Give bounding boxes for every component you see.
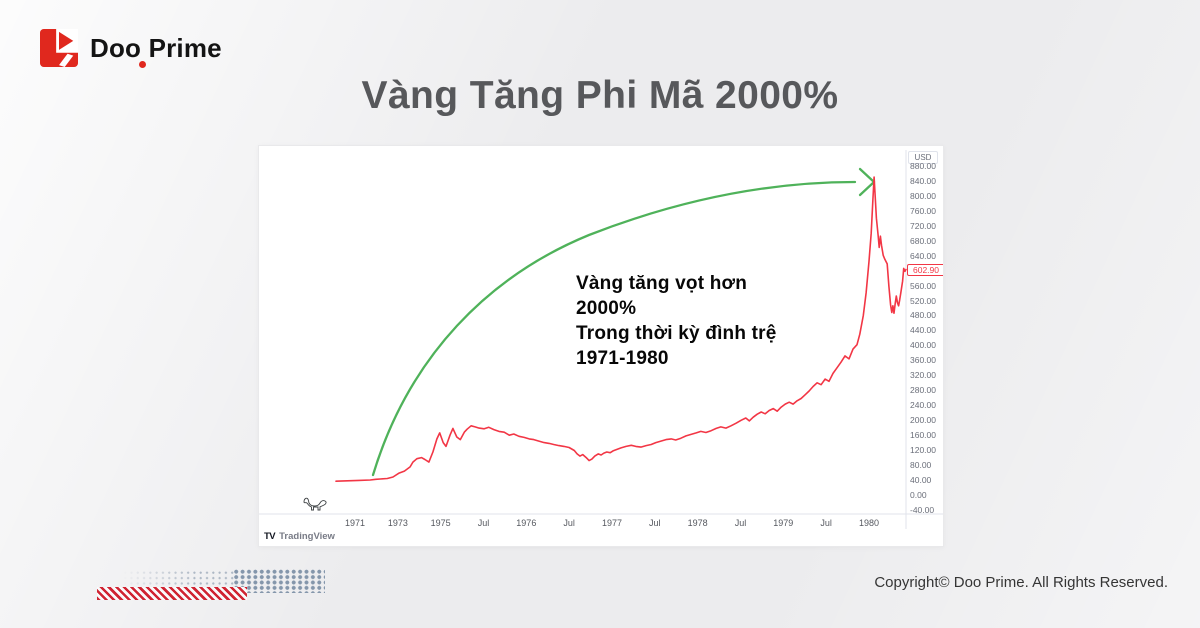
y-axis-tick-label: 480.00 (910, 310, 936, 321)
y-axis-tick-label: 840.00 (910, 175, 936, 186)
price-chart (259, 150, 943, 529)
last-price-tag: 602.90 (907, 263, 943, 276)
y-axis-tick-label: 640.00 (910, 250, 936, 261)
x-axis-tick-label: 1975 (430, 518, 451, 528)
y-axis-tick-label: 520.00 (910, 295, 936, 306)
gold-price-line (335, 176, 907, 482)
y-axis-tick-label: 280.00 (910, 385, 936, 396)
brand-i-dot (139, 61, 146, 68)
x-axis-tick-label: 1979 (773, 518, 794, 528)
y-axis-tick-label: 560.00 (910, 280, 936, 291)
y-axis-tick-label: 160.00 (910, 430, 936, 441)
tradingview-name: TradingView (279, 531, 335, 542)
y-axis-tick-label: 80.00 (910, 460, 932, 471)
x-axis-tick-label: Jul (820, 518, 832, 528)
y-axis-tick-label: 0.00 (910, 490, 927, 500)
y-axis-tick-label: 400.00 (910, 340, 936, 351)
x-axis-tick-label: 1978 (687, 518, 708, 528)
tradingview-attribution: TV TradingView (264, 531, 335, 542)
dinosaur-doodle-icon (303, 497, 327, 511)
arrowhead-icon (858, 167, 876, 197)
chart-annotation: Vàng tăng vọt hơn 2000% Trong thời kỳ đì… (576, 271, 777, 371)
annotation-line: 2000% (576, 298, 637, 319)
annotation-line: Vàng tăng vọt hơn (576, 273, 748, 294)
copyright-text: Copyright© Doo Prime. All Rights Reserve… (874, 574, 1168, 591)
x-axis-tick-label: Jul (477, 518, 490, 528)
y-axis-tick-label: 800.00 (910, 190, 936, 201)
page-title: Vàng Tăng Phi Mã 2000% (361, 74, 839, 117)
x-axis-tick-label: Jul (734, 518, 747, 528)
tradingview-logo-icon: TV (264, 531, 276, 542)
x-axis-tick-label: 1971 (344, 518, 366, 528)
y-axis-tick-label: 440.00 (910, 325, 936, 336)
y-axis-tick-label: 40.00 (910, 475, 932, 486)
x-axis-tick-label: 1973 (387, 518, 408, 528)
y-axis-tick-label: 680.00 (910, 235, 936, 246)
currency-unit-label: USD (908, 151, 938, 164)
annotation-line: 1971-1980 (576, 348, 669, 369)
y-axis-tick-label: 360.00 (910, 355, 936, 366)
doo-prime-logo-icon (40, 29, 78, 67)
y-axis-tick-label: -40.00 (910, 504, 935, 515)
y-axis-tick-label: 120.00 (910, 445, 936, 456)
chart-card: USD 880.00 840.00 800.00 760.00 720.00 680.00… (258, 145, 944, 547)
brand-name: Doo Prime (90, 32, 222, 63)
x-axis-tick-label: 1976 (516, 518, 537, 528)
brand-logo: Doo Prime (40, 29, 222, 68)
y-axis-tick-label: 880.00 (910, 160, 936, 171)
annotation-line: Trong thời kỳ đình trệ (576, 323, 777, 344)
y-axis-tick-label: 200.00 (910, 415, 936, 426)
x-axis-tick-label: Jul (563, 518, 575, 528)
y-axis-tick-label: 320.00 (910, 370, 936, 381)
x-axis-tick-label: Jul (649, 518, 661, 528)
hatched-bar-decoration (97, 587, 247, 600)
y-axis-tick-label: 760.00 (910, 205, 936, 216)
y-axis-tick-label: 720.00 (910, 220, 936, 231)
x-axis-tick-label: 1977 (601, 518, 622, 528)
dot-pattern-decoration (233, 569, 325, 593)
x-axis-tick-label: 1980 (858, 518, 879, 528)
y-axis-tick-label: 240.00 (910, 400, 936, 411)
